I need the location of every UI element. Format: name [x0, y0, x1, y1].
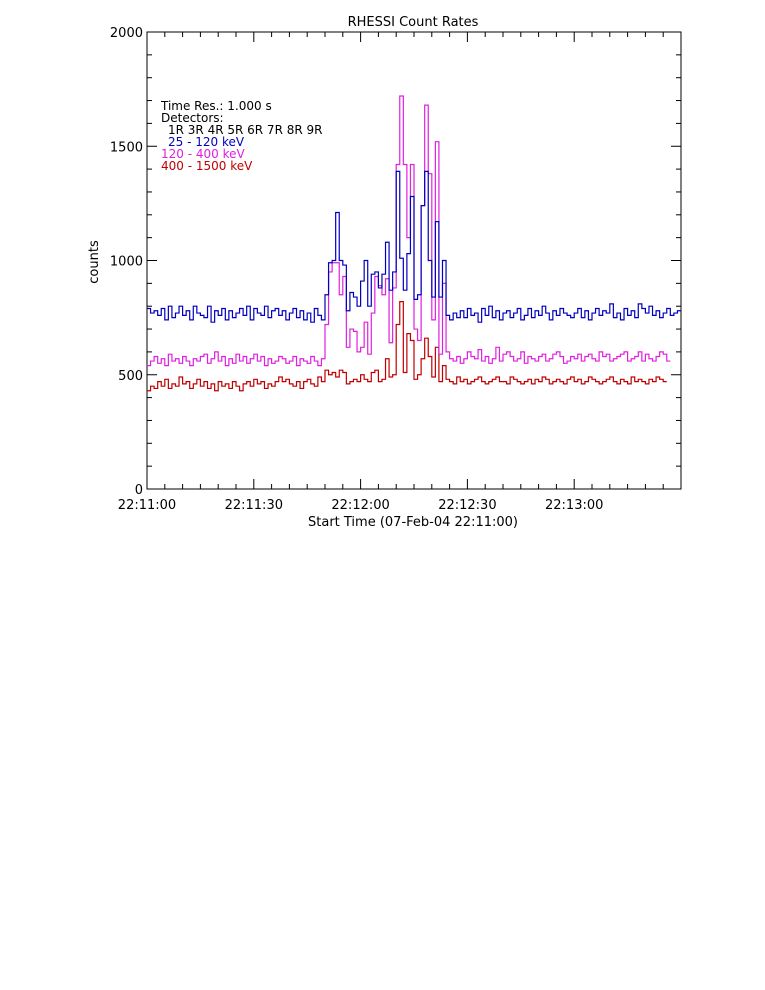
x-tick-label-1: 22:11:30	[225, 498, 283, 513]
legend-series-2: 120 - 400 keV	[161, 147, 245, 161]
y-tick-label-1: 500	[118, 369, 143, 384]
legend-series-1: 25 - 120 keV	[168, 135, 245, 149]
y-axis-label: counts	[87, 240, 102, 284]
x-tick-label-2: 22:12:00	[331, 498, 389, 513]
y-tick-labels: 0 500 1000 1500 2000	[110, 26, 143, 498]
x-tick-label-3: 22:12:30	[438, 498, 496, 513]
legend-series-3: 400 - 1500 keV	[161, 159, 253, 173]
series-line-1	[147, 170, 681, 323]
x-axis-label: Start Time (07-Feb-04 22:11:00)	[308, 515, 518, 530]
time-resolution-label: Time Res.: 1.000 s	[160, 99, 272, 113]
chart-title: RHESSI Count Rates	[348, 15, 479, 30]
series-line-3	[147, 301, 667, 392]
y-tick-label-2: 1000	[110, 255, 143, 270]
y-tick-label-4: 2000	[110, 26, 143, 41]
detectors-title: Detectors:	[161, 111, 224, 125]
y-tick-label-3: 1500	[110, 140, 143, 155]
x-tick-label-0: 22:11:00	[118, 498, 176, 513]
series-layer	[147, 95, 681, 392]
x-tick-label-4: 22:13:00	[545, 498, 603, 513]
detectors-list: 1R 3R 4R 5R 6R 7R 8R 9R	[168, 123, 322, 137]
legend: Time Res.: 1.000 s Detectors: 1R 3R 4R 5…	[160, 99, 322, 173]
axis-ticks	[146, 31, 681, 490]
x-tick-labels: 22:11:00 22:11:30 22:12:00 22:12:30 22:13:00	[118, 498, 604, 513]
y-tick-label-0: 0	[135, 483, 143, 498]
